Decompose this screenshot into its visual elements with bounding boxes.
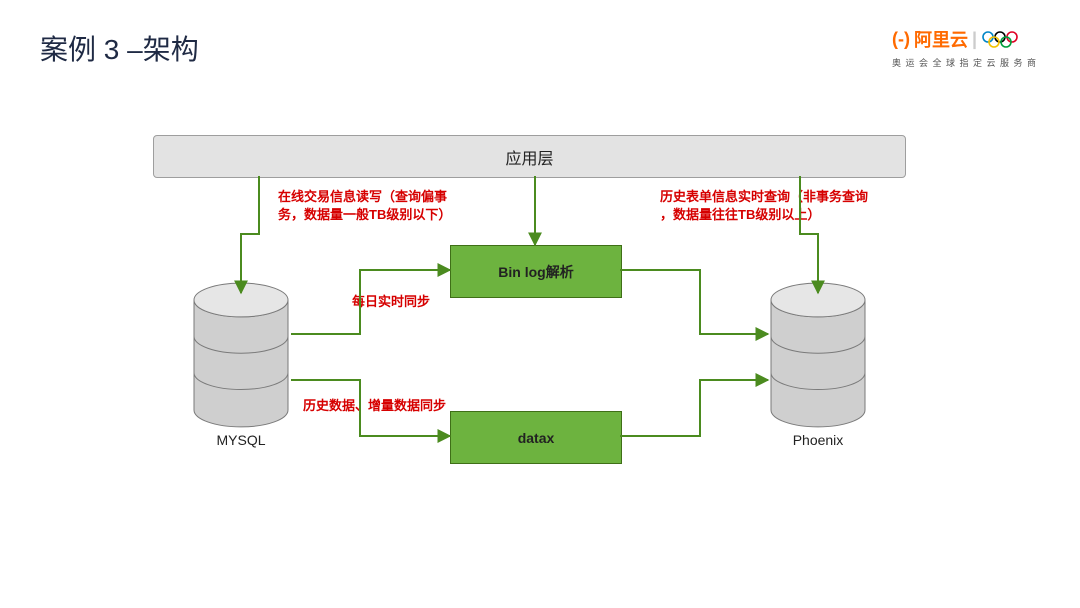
brand-row: (-) 阿里云 | (892, 26, 1037, 52)
brand-separator: | (972, 29, 977, 50)
diagram-svg (0, 0, 1080, 608)
db-mysql-label: MYSQL (181, 432, 301, 448)
proc-box-datax: datax (450, 411, 622, 464)
brand-tagline: 奥 运 会 全 球 指 定 云 服 务 商 (892, 56, 1037, 69)
db-mysql-icon (194, 283, 288, 427)
olympic-rings-icon (981, 30, 1021, 48)
annotation-a4: 历史数据、增量数据同步 (303, 397, 446, 415)
slide-title: 案例 3 –架构 (40, 28, 199, 68)
proc-box-datax-label: datax (518, 430, 555, 446)
app-layer-label: 应用层 (505, 145, 553, 169)
annotation-a1: 在线交易信息读写（查询偏事务，数据量一般TB级别以下） (278, 188, 451, 223)
proc-box-binlog: Bin log解析 (450, 245, 622, 298)
brand-bracket-icon: (-) (892, 29, 910, 50)
annotation-a2: 历史表单信息实时查询（非事务查询，数据量往往TB级别以上） (660, 188, 868, 223)
db-phoenix-icon (771, 283, 865, 427)
edge-binlog-to-phoenix (620, 270, 768, 334)
brand-logo-block: (-) 阿里云 | 奥 运 会 全 球 指 定 云 服 务 商 (892, 26, 1037, 69)
edge-datax-to-phoenix (620, 380, 768, 436)
proc-box-binlog-label: Bin log解析 (498, 262, 573, 282)
edge-app-to-mysql (241, 176, 259, 293)
annotation-a3: 每日实时同步 (352, 293, 430, 311)
db-phoenix-label: Phoenix (758, 432, 878, 448)
app-layer-box: 应用层 (153, 135, 906, 178)
brand-name: 阿里云 (914, 26, 968, 52)
